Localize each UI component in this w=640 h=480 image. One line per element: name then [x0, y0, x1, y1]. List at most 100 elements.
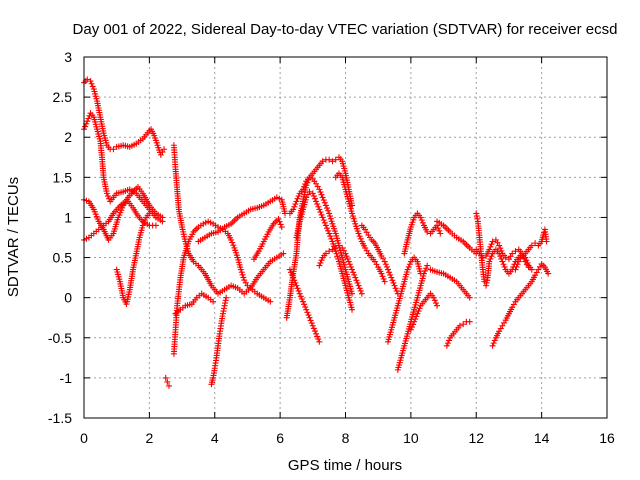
data-point — [350, 269, 357, 276]
data-point — [103, 190, 110, 197]
data-point — [326, 156, 333, 163]
data-point — [301, 183, 308, 190]
data-point — [311, 195, 318, 202]
data-point — [418, 217, 425, 224]
data-marks — [81, 76, 552, 389]
data-point — [229, 239, 236, 246]
data-point — [387, 271, 394, 278]
data-point — [88, 80, 95, 87]
data-point — [513, 263, 520, 270]
data-point — [356, 285, 363, 292]
data-point — [318, 211, 325, 218]
data-point — [300, 298, 307, 305]
data-point — [322, 222, 329, 229]
data-point — [512, 266, 519, 273]
data-point — [416, 305, 423, 312]
series-trace-10 — [208, 294, 230, 388]
data-point — [277, 221, 284, 228]
data-point — [86, 112, 93, 119]
data-point — [309, 322, 316, 329]
data-point — [443, 342, 450, 349]
x-tick-label: 0 — [80, 430, 88, 446]
series-trace-21 — [394, 262, 431, 373]
data-point — [386, 269, 393, 276]
series-trace-24 — [427, 266, 473, 301]
data-point — [487, 243, 494, 250]
data-point — [223, 294, 230, 301]
data-point — [228, 236, 235, 243]
data-point — [342, 250, 349, 257]
data-point — [528, 242, 535, 249]
data-point — [543, 238, 550, 245]
data-point — [488, 241, 495, 248]
data-point — [384, 266, 391, 273]
data-point — [319, 158, 326, 165]
data-point — [326, 210, 333, 217]
data-point — [297, 293, 304, 300]
plot-frame — [83, 56, 608, 419]
data-point — [514, 261, 521, 268]
data-point — [82, 123, 89, 130]
data-point — [415, 308, 422, 315]
data-point — [295, 193, 302, 200]
data-point — [380, 275, 387, 282]
data-point — [308, 320, 315, 327]
data-point — [319, 194, 326, 201]
data-point — [479, 254, 486, 261]
data-point — [326, 213, 333, 220]
data-point — [106, 195, 113, 202]
data-point — [306, 174, 313, 181]
data-point — [500, 261, 507, 268]
data-point — [164, 378, 171, 385]
data-point — [278, 224, 285, 231]
data-point — [237, 266, 244, 273]
data-point — [329, 246, 336, 253]
data-point — [327, 215, 334, 222]
data-point — [165, 382, 172, 389]
data-point — [305, 312, 312, 319]
series-trace-19 — [358, 222, 401, 297]
data-point — [434, 302, 441, 309]
data-point — [316, 262, 323, 269]
data-point — [379, 273, 386, 280]
data-point — [344, 255, 351, 262]
data-point — [411, 318, 418, 325]
data-point — [351, 218, 358, 225]
x-axis-title: GPS time / hours — [288, 457, 402, 474]
series-trace-29 — [489, 260, 552, 349]
data-point — [393, 287, 400, 294]
data-point — [85, 115, 92, 122]
data-point — [327, 233, 334, 240]
data-point — [317, 259, 324, 266]
data-point — [378, 270, 385, 277]
data-point — [142, 217, 149, 224]
data-point — [162, 374, 169, 381]
data-point — [355, 230, 362, 237]
x-tick-label: 4 — [211, 430, 219, 446]
data-point — [404, 266, 411, 273]
data-point — [486, 258, 493, 265]
data-point — [349, 266, 356, 273]
data-point — [314, 201, 321, 208]
x-tick-label: 12 — [468, 430, 484, 446]
data-point — [423, 265, 430, 272]
data-point — [302, 304, 309, 311]
data-point — [352, 274, 359, 281]
data-point — [306, 188, 313, 195]
data-point — [325, 207, 332, 214]
data-point — [318, 257, 325, 264]
data-point — [300, 186, 307, 193]
data-point — [382, 261, 389, 268]
data-point — [159, 214, 166, 221]
y-tick-label: 1.5 — [53, 169, 73, 185]
data-point — [392, 285, 399, 292]
data-point — [335, 242, 342, 249]
data-point — [466, 318, 473, 325]
data-point — [328, 235, 335, 242]
x-tick-labels: 0 2 4 6 8 10 12 14 16 — [80, 430, 615, 446]
series-trace-28 — [473, 236, 532, 271]
data-point — [230, 242, 237, 249]
series-trace-30 — [512, 226, 550, 273]
data-point — [334, 253, 341, 260]
